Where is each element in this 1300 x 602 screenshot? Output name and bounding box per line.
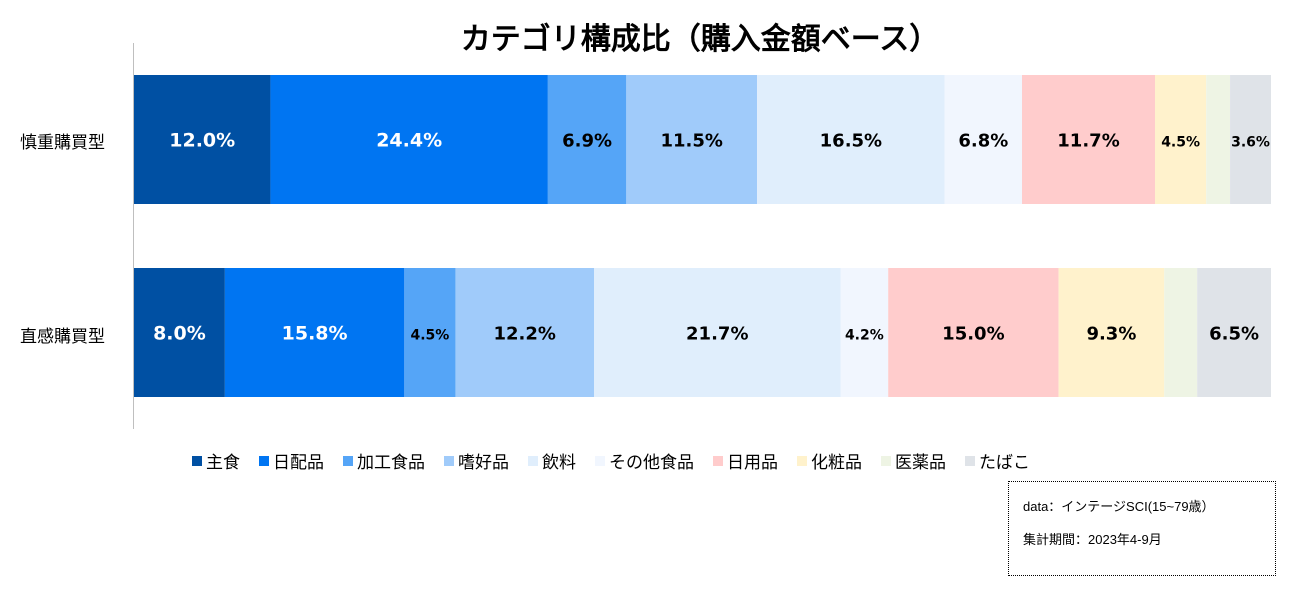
data-label-0-4: 16.5% bbox=[820, 131, 882, 152]
data-label-1-4: 21.7% bbox=[686, 324, 748, 345]
legend-item-0: 主食 bbox=[192, 448, 240, 473]
source-data-line: data：インテージSCI(15~79歳） bbox=[1023, 499, 1215, 514]
data-label-0-7: 4.5% bbox=[1161, 135, 1200, 151]
legend-item-7: 化粧品 bbox=[797, 448, 862, 473]
bar-segment-1-8 bbox=[1164, 268, 1198, 397]
source-period-line: 集計期間：2023年4-9月 bbox=[1023, 532, 1162, 547]
bar-segment-0-0 bbox=[134, 75, 271, 204]
legend-label-1: 日配品 bbox=[273, 453, 324, 473]
legend-item-9: たばこ bbox=[965, 448, 1030, 473]
legend-item-6: 日用品 bbox=[713, 448, 778, 473]
bar-segment-0-1 bbox=[270, 75, 548, 204]
bar-segment-1-4 bbox=[594, 268, 841, 397]
bar-segment-0-3 bbox=[626, 75, 758, 204]
data-label-1-6: 15.0% bbox=[942, 324, 1004, 345]
data-label-1-5: 4.2% bbox=[845, 328, 884, 344]
chart-legend: 主食 日配品 加工食品 嗜好品 飲料 その他食品 日用品 化粧品 医薬品 たばこ bbox=[192, 448, 1049, 473]
bar-segment-1-3 bbox=[455, 268, 595, 397]
data-label-1-0: 8.0% bbox=[153, 323, 206, 345]
bar-segment-0-6 bbox=[1022, 75, 1156, 204]
bar-segment-1-2 bbox=[404, 268, 456, 397]
bar-segment-0-7 bbox=[1155, 75, 1207, 204]
data-label-1-1: 15.8% bbox=[282, 323, 348, 345]
legend-label-0: 主食 bbox=[206, 453, 240, 473]
legend-item-1: 日配品 bbox=[259, 448, 324, 473]
legend-swatch-8 bbox=[881, 455, 891, 466]
legend-label-5: その他食品 bbox=[609, 453, 694, 473]
data-label-1-9: 6.5% bbox=[1209, 324, 1259, 345]
bar-segment-0-9 bbox=[1230, 75, 1271, 204]
data-label-0-6: 11.7% bbox=[1057, 131, 1119, 152]
legend-label-9: たばこ bbox=[979, 453, 1030, 473]
legend-item-5: その他食品 bbox=[595, 448, 694, 473]
legend-swatch-6 bbox=[713, 455, 723, 466]
data-label-0-2: 6.9% bbox=[562, 131, 612, 152]
chart-title: カテゴリ構成比（購入金額ベース） bbox=[460, 22, 940, 57]
category-label-0: 慎重購買型 bbox=[20, 133, 105, 153]
legend-item-4: 飲料 bbox=[528, 448, 576, 473]
legend-item-2: 加工食品 bbox=[343, 448, 425, 473]
bar-segment-0-4 bbox=[757, 75, 945, 204]
bar-segment-1-9 bbox=[1197, 268, 1271, 397]
legend-swatch-0 bbox=[192, 455, 202, 466]
source-note-box: data：インテージSCI(15~79歳） 集計期間：2023年4-9月 bbox=[1008, 481, 1276, 576]
bar-segment-1-6 bbox=[888, 268, 1059, 397]
legend-swatch-3 bbox=[444, 455, 454, 466]
data-label-0-0: 12.0% bbox=[169, 130, 235, 152]
category-axis-line bbox=[133, 43, 134, 429]
legend-label-8: 医薬品 bbox=[895, 453, 946, 473]
data-label-1-2: 4.5% bbox=[410, 328, 449, 344]
data-label-0-1: 24.4% bbox=[376, 130, 442, 152]
legend-label-7: 化粧品 bbox=[811, 453, 862, 473]
data-label-0-5: 6.8% bbox=[958, 131, 1008, 152]
legend-label-2: 加工食品 bbox=[357, 453, 425, 473]
legend-swatch-1 bbox=[259, 455, 269, 466]
legend-item-3: 嗜好品 bbox=[444, 448, 509, 473]
legend-swatch-7 bbox=[797, 455, 807, 466]
bar-segment-0-8 bbox=[1206, 75, 1231, 204]
data-label-1-7: 9.3% bbox=[1086, 324, 1136, 345]
data-label-0-3: 11.5% bbox=[660, 131, 722, 152]
legend-swatch-2 bbox=[343, 455, 353, 466]
legend-label-4: 飲料 bbox=[542, 453, 576, 473]
bar-segment-1-0 bbox=[134, 268, 225, 397]
legend-label-3: 嗜好品 bbox=[458, 453, 509, 473]
legend-swatch-5 bbox=[595, 455, 605, 466]
bar-segment-1-5 bbox=[840, 268, 889, 397]
bar-segment-0-5 bbox=[944, 75, 1022, 204]
bar-segment-1-1 bbox=[224, 268, 405, 397]
data-label-1-3: 12.2% bbox=[494, 324, 556, 345]
legend-swatch-4 bbox=[528, 455, 538, 466]
bar-segment-1-7 bbox=[1058, 268, 1165, 397]
legend-swatch-9 bbox=[965, 455, 975, 466]
bar-segment-0-2 bbox=[547, 75, 627, 204]
legend-item-8: 医薬品 bbox=[881, 448, 946, 473]
category-label-1: 直感購買型 bbox=[20, 327, 105, 347]
legend-label-6: 日用品 bbox=[727, 453, 778, 473]
data-label-0-9: 3.6% bbox=[1231, 135, 1270, 151]
